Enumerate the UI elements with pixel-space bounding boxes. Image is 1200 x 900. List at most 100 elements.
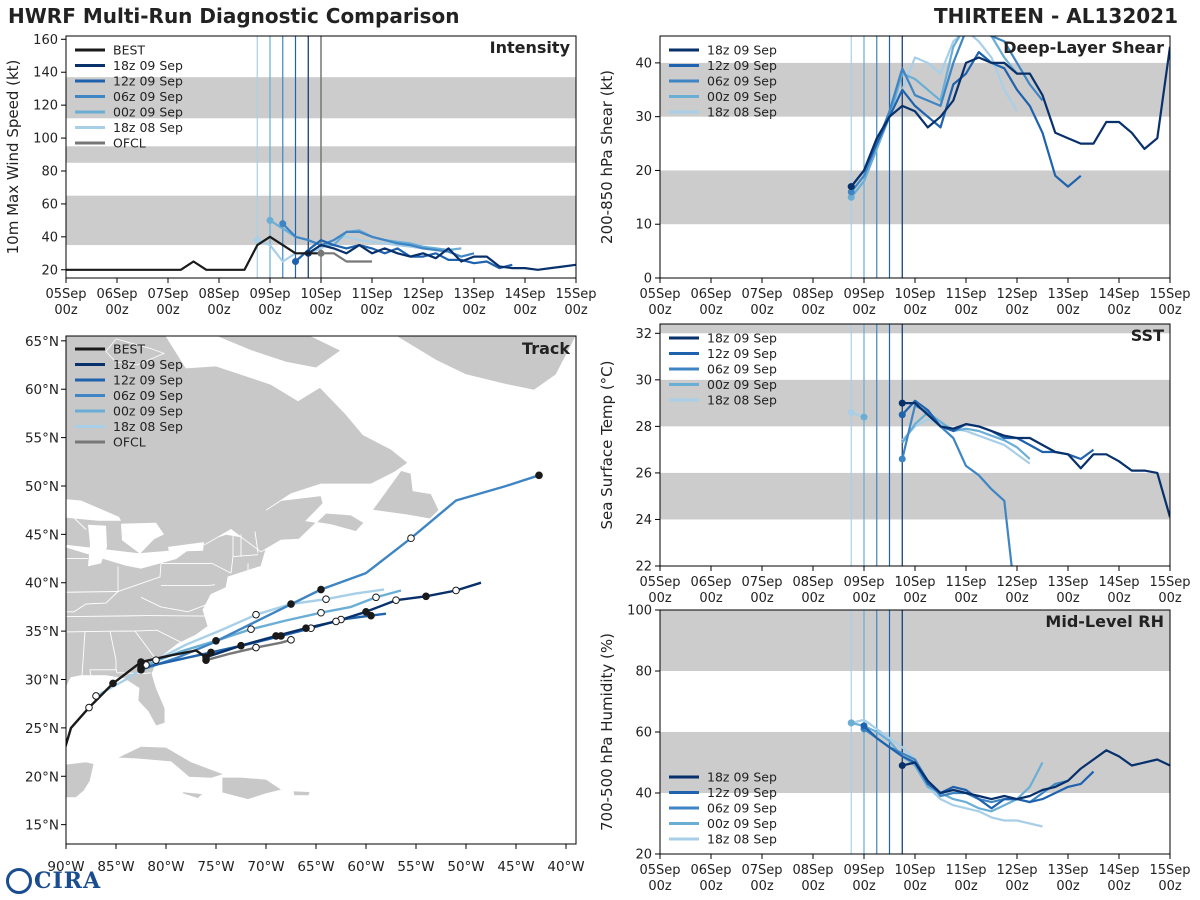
series-line	[294, 239, 513, 270]
state-border	[232, 554, 259, 558]
y-tick-label: 0	[644, 272, 652, 287]
y-tick-label: 40	[635, 787, 652, 802]
legend-label: 18z 09 Sep	[113, 58, 183, 73]
track-point	[212, 637, 220, 645]
x-tick-label: 06Sep	[690, 287, 731, 302]
lat-tick-label: 65°N	[25, 334, 59, 350]
y-tick-label: 140	[33, 66, 58, 81]
x-tick-label: 00z	[1056, 591, 1080, 606]
great-lake	[121, 522, 164, 554]
x-tick-label: 00z	[156, 303, 180, 318]
track-point	[252, 643, 260, 652]
x-tick-label: 09Sep	[843, 863, 884, 878]
legend-label: 18z 09 Sep	[707, 331, 777, 346]
x-tick-label: 09Sep	[843, 575, 884, 590]
x-tick-label: 00z	[801, 591, 825, 606]
chart-title: HWRF Multi-Run Diagnostic Comparison	[8, 4, 460, 28]
series-start-marker	[847, 408, 855, 416]
series-start-marker	[847, 193, 855, 201]
y-tick-label: 40	[41, 230, 58, 245]
x-tick-label: 00z	[852, 879, 876, 894]
x-tick-label: 00z	[462, 303, 486, 318]
x-tick-label: 00z	[54, 303, 78, 318]
series-start-marker	[898, 455, 906, 463]
x-tick-label: 07Sep	[741, 287, 782, 302]
panel-title: SST	[1131, 326, 1164, 345]
x-tick-label: 12Sep	[996, 287, 1037, 302]
series-start-marker	[847, 183, 855, 191]
x-tick-label: 00z	[1158, 591, 1182, 606]
state-border	[161, 562, 232, 574]
y-tick-label: 32	[635, 327, 652, 342]
state-border	[134, 630, 157, 660]
shaded-band	[660, 170, 1170, 225]
lon-tick-label: 55°W	[397, 859, 434, 875]
x-tick-label: 14Sep	[504, 287, 545, 302]
legend-label: 06z 09 Sep	[113, 388, 183, 403]
shaded-band	[660, 610, 1170, 671]
x-tick-label: 14Sep	[1098, 863, 1139, 878]
lat-tick-label: 25°N	[25, 721, 59, 737]
x-tick-label: 00z	[1107, 303, 1131, 318]
state-border	[66, 509, 87, 530]
track-point	[287, 600, 295, 608]
x-tick-label: 00z	[648, 591, 672, 606]
x-tick-label: 00z	[954, 591, 978, 606]
x-tick-label: 12Sep	[996, 863, 1037, 878]
track-point	[207, 648, 215, 657]
track-point	[137, 658, 145, 666]
state-border	[66, 615, 208, 618]
x-tick-label: 00z	[1107, 879, 1131, 894]
track-point	[367, 611, 375, 620]
x-tick-label: 10Sep	[894, 575, 935, 590]
y-tick-label: 26	[635, 466, 652, 481]
x-tick-label: 00z	[801, 303, 825, 318]
track-point	[392, 596, 400, 604]
x-tick-label: 13Sep	[1047, 575, 1088, 590]
great-lake	[132, 554, 176, 564]
track-point	[332, 617, 340, 626]
intensity-plot-area	[66, 36, 576, 278]
legend-label: OFCL	[113, 435, 146, 450]
legend-label: 12z 09 Sep	[707, 346, 777, 361]
panel-title: Deep-Layer Shear	[1003, 38, 1164, 57]
x-tick-label: 00z	[699, 879, 723, 894]
legend-label: 06z 09 Sep	[707, 74, 777, 89]
series-line	[66, 235, 321, 271]
series-line	[902, 749, 1170, 801]
legend-label: 06z 09 Sep	[707, 362, 777, 377]
x-tick-label: 00z	[903, 303, 927, 318]
legend-label: 06z 09 Sep	[113, 89, 183, 104]
lon-tick-label: 85°W	[97, 859, 134, 875]
x-tick-label: 00z	[258, 303, 282, 318]
x-tick-label: 13Sep	[1047, 287, 1088, 302]
lon-tick-label: 45°W	[497, 859, 534, 875]
track-point	[109, 679, 117, 688]
storm-id: THIRTEEN - AL132021	[934, 4, 1178, 28]
y-tick-label: 24	[635, 513, 652, 528]
track-line	[205, 581, 482, 659]
x-tick-label: 14Sep	[1098, 575, 1139, 590]
lat-tick-label: 20°N	[25, 769, 59, 785]
state-border	[66, 591, 119, 613]
southampton-island	[105, 338, 166, 366]
x-tick-label: 13Sep	[453, 287, 494, 302]
track-point	[287, 636, 295, 644]
rh-plot-area	[660, 610, 1170, 854]
greenland-land	[395, 336, 576, 391]
shaded-band	[660, 472, 1170, 520]
series-start-marker	[847, 719, 855, 727]
x-tick-label: 00z	[309, 303, 333, 318]
x-tick-label: 08Sep	[792, 863, 833, 878]
state-border	[254, 531, 259, 553]
x-tick-label: 08Sep	[792, 287, 833, 302]
cuba-land	[116, 745, 226, 779]
x-tick-label: 00z	[207, 303, 231, 318]
x-tick-label: 00z	[954, 303, 978, 318]
x-tick-label: 12Sep	[996, 575, 1037, 590]
newfoundland-land	[372, 470, 440, 520]
series-line	[850, 46, 1170, 188]
lon-tick-label: 75°W	[197, 859, 234, 875]
x-tick-label: 00z	[105, 303, 129, 318]
